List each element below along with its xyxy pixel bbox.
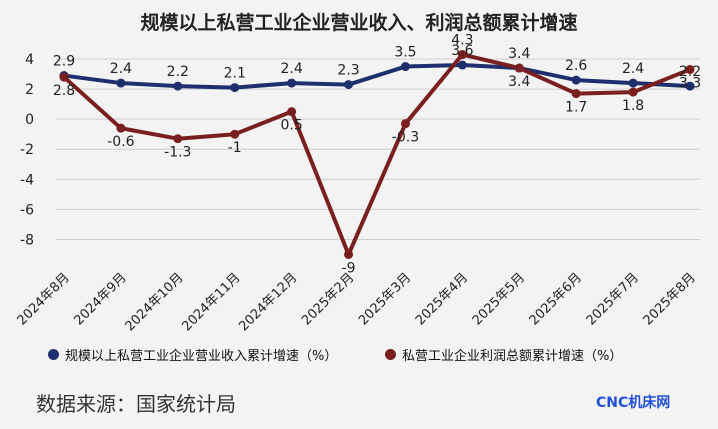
data-label: -0.6 (107, 134, 134, 150)
data-point (685, 65, 695, 75)
data-label: 3.4 (508, 46, 530, 62)
x-tick-label: 2024年9月 (72, 270, 130, 328)
data-point (287, 78, 297, 88)
legend-label-revenue: 规模以上私营工业企业营业收入累计增速（%） (65, 349, 338, 364)
data-label: 4.3 (451, 33, 473, 49)
data-label: 1.8 (622, 98, 644, 114)
data-label: 3.6 (451, 43, 473, 59)
data-point (344, 80, 354, 90)
data-point (230, 83, 240, 93)
data-point (571, 75, 581, 85)
source-note: 数据来源：国家统计局 (36, 392, 236, 416)
x-tick-label: 2025年7月 (584, 270, 642, 328)
legend-item-profit: 私营工业企业利润总额累计增速（%） (385, 345, 622, 364)
data-point (344, 249, 354, 259)
data-label: 2.4 (281, 61, 303, 77)
data-labels: 2.9 2.4 2.2 2.1 2.4 2.3 3.5 3.6 3.4 2.6 2.4 2.2 2.8 -… (53, 33, 701, 277)
series (59, 50, 695, 259)
data-point (116, 78, 126, 88)
data-point (173, 81, 183, 91)
data-point (287, 107, 297, 117)
data-label: 3.5 (394, 45, 416, 61)
y-tick-label: 4 (25, 52, 34, 68)
x-tick-label: 2025年3月 (356, 270, 414, 328)
x-axis-ticks: 2024年8月2024年9月2024年10月2024年11月2024年12月20… (15, 270, 699, 334)
x-tick-label: 2024年11月 (179, 270, 243, 334)
data-point (230, 129, 240, 139)
data-point (173, 134, 183, 144)
x-tick-label: 2024年10月 (123, 270, 187, 334)
data-label: 1.7 (565, 100, 587, 116)
data-label: 2.6 (565, 58, 587, 74)
legend-marker-profit (385, 349, 396, 360)
data-label: 2.4 (110, 61, 132, 77)
data-label: 3.4 (508, 74, 530, 90)
legend-label-profit: 私营工业企业利润总额累计增速（%） (402, 349, 623, 364)
y-tick-label: 2 (25, 82, 34, 98)
data-label: 2.1 (224, 66, 246, 82)
data-point (685, 81, 695, 91)
x-tick-label: 2025年5月 (470, 270, 528, 328)
x-tick-label: 2025年4月 (413, 270, 471, 328)
data-point (457, 50, 467, 60)
data-label: 2.4 (622, 61, 644, 77)
series-line-1 (62, 52, 692, 257)
series-line-0 (62, 63, 692, 90)
data-label: 0.5 (281, 118, 303, 134)
data-point (400, 62, 410, 72)
legend-item-revenue: 规模以上私营工业企业营业收入累计增速（%） (48, 345, 337, 364)
data-point (628, 78, 638, 88)
data-label: -0.3 (392, 130, 419, 146)
y-tick-label: 0 (25, 112, 34, 128)
x-tick-label: 2025年6月 (527, 270, 585, 328)
data-label: 2.3 (337, 63, 359, 79)
data-label: 2.2 (167, 64, 189, 80)
data-label: -1.3 (164, 145, 191, 161)
x-tick-label: 2024年12月 (236, 270, 300, 334)
data-point (59, 72, 69, 82)
data-label: -9 (342, 260, 356, 276)
y-tick-label: -8 (20, 232, 34, 248)
data-label: 2.2 (679, 64, 701, 80)
data-point (628, 87, 638, 97)
x-tick-label: 2024年8月 (15, 270, 73, 328)
y-tick-label: -6 (20, 202, 34, 218)
data-point (457, 60, 467, 70)
watermark: CNC机床网 (596, 395, 671, 411)
data-label: 2.8 (53, 83, 75, 99)
legend-marker-revenue (48, 349, 59, 360)
x-tick-label: 2025年8月 (641, 270, 699, 328)
y-axis-ticks: 4 2 0 -2 -4 -6 -8 (20, 52, 34, 248)
data-point (571, 89, 581, 99)
data-point (116, 123, 126, 133)
data-label: -1 (228, 140, 242, 156)
y-tick-label: -4 (20, 172, 34, 188)
gridlines (56, 58, 700, 240)
data-point (514, 63, 524, 73)
y-tick-label: -2 (20, 142, 34, 158)
chart-title: 规模以上私营工业企业营业收入、利润总额累计增速 (140, 12, 578, 34)
x-tick-label: 2025年2月 (299, 270, 357, 328)
data-label: 3.3 (679, 76, 701, 92)
data-label: 2.9 (53, 54, 75, 70)
data-point (400, 119, 410, 129)
